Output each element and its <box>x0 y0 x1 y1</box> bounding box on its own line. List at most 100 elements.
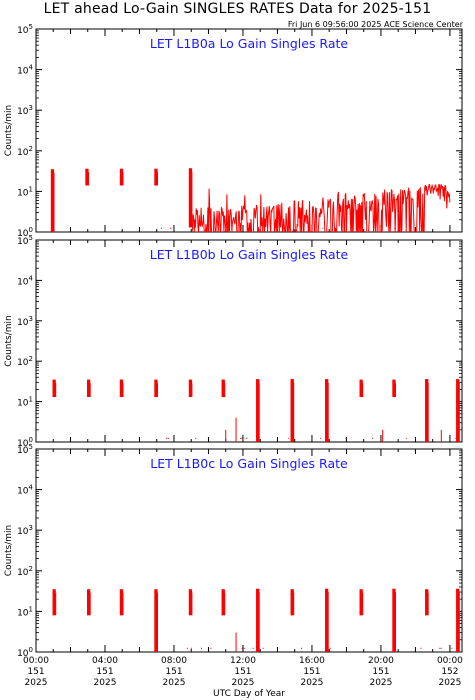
svg-text:152: 152 <box>441 667 458 677</box>
data-series <box>52 379 460 442</box>
baseline-dot <box>256 437 258 439</box>
panel-2: 100 101 102 103 104 105 Counts/min LET L1B0b Lo… <box>4 234 463 449</box>
pulse-mark <box>221 589 226 616</box>
baseline-dot <box>241 437 243 439</box>
baseline-dot <box>455 437 457 439</box>
baseline-dot <box>190 647 192 649</box>
y-tick-label: 104 <box>17 484 33 497</box>
pulse-mark <box>119 379 124 398</box>
baseline-dot <box>241 647 243 649</box>
baseline-dot <box>301 647 303 649</box>
data-series <box>50 168 451 232</box>
pulse-mark <box>290 379 295 442</box>
pulse-mark <box>392 379 396 398</box>
pulse-mark <box>256 588 260 652</box>
baseline-dot <box>372 437 374 439</box>
baseline-dot <box>320 437 322 439</box>
baseline-dot <box>228 227 230 229</box>
baseline-dot <box>439 647 441 649</box>
baseline-dot <box>287 227 288 229</box>
baseline-dot <box>440 647 442 649</box>
baseline-dot <box>451 647 453 649</box>
pulse-mark <box>87 379 91 398</box>
svg-text:2025: 2025 <box>369 678 392 688</box>
pulse-mark <box>87 589 91 616</box>
panel-title: LET L1B0a Lo Gain Singles Rate <box>150 36 349 51</box>
pulse-mark <box>154 168 158 186</box>
baseline-dot <box>345 437 347 439</box>
svg-text:00:00: 00:00 <box>23 656 49 666</box>
baseline-dot <box>210 647 212 649</box>
baseline-dot <box>243 647 245 649</box>
baseline-dot <box>309 227 311 229</box>
baseline-dot <box>186 647 188 649</box>
svg-text:151: 151 <box>372 667 389 677</box>
y-tick-label: 105 <box>17 234 33 247</box>
pulse-mark <box>392 588 396 652</box>
pulse-mark <box>188 168 193 228</box>
baseline-dot <box>374 227 376 229</box>
panel-1: 100 101 102 103 104 105 Counts/min LET L1B0a Lo… <box>4 23 463 239</box>
svg-text:16:00: 16:00 <box>299 656 325 666</box>
y-tick-label: 101 <box>17 396 33 409</box>
y-tick-label: 105 <box>17 443 33 456</box>
svg-text:2025: 2025 <box>94 678 117 688</box>
pulse-mark <box>154 589 158 652</box>
baseline-dot <box>311 227 313 229</box>
baseline-dot <box>292 437 294 439</box>
svg-text:151: 151 <box>27 667 44 677</box>
baseline-dot <box>420 227 422 229</box>
y-tick-label: 102 <box>17 565 33 578</box>
svg-text:2025: 2025 <box>232 678 255 688</box>
baseline-dot <box>170 227 172 229</box>
svg-text:151: 151 <box>234 667 251 677</box>
y-tick-label: 100 <box>17 436 33 449</box>
y-tick-label: 101 <box>17 185 33 198</box>
baseline-dot <box>322 227 324 229</box>
y-tick-label: 104 <box>17 274 33 287</box>
y-tick-label: 103 <box>17 104 33 117</box>
baseline-dot <box>195 437 197 439</box>
baseline-dot <box>394 227 396 229</box>
y-tick-label: 103 <box>17 315 33 328</box>
pulse-mark <box>256 379 260 442</box>
baseline-dot <box>166 437 167 439</box>
x-axis-label: UTC Day of Year <box>213 689 285 699</box>
y-tick-label: 101 <box>17 605 33 618</box>
pulse-mark <box>359 379 364 398</box>
pulse-mark <box>425 589 429 616</box>
pulse-mark <box>154 379 158 398</box>
svg-text:04:00: 04:00 <box>92 656 118 666</box>
y-tick-label: 102 <box>17 355 33 368</box>
pulse-mark <box>325 379 329 442</box>
panel-frame <box>35 239 463 443</box>
svg-text:2025: 2025 <box>25 678 48 688</box>
baseline-dot <box>288 437 290 439</box>
svg-text:2025: 2025 <box>300 678 323 688</box>
svg-text:20:00: 20:00 <box>368 656 394 666</box>
timestamp-label: Fri Jun 6 09:56:00 2025 ACE Science Cent… <box>287 20 463 29</box>
baseline-dot <box>201 647 202 649</box>
baseline-dot <box>329 647 331 649</box>
pulse-mark <box>290 589 295 616</box>
pulse-mark <box>52 589 57 616</box>
svg-text:2025: 2025 <box>438 678 461 688</box>
panel-frame <box>35 448 463 653</box>
baseline-dot <box>284 227 286 229</box>
pulse-mark <box>456 379 460 442</box>
baseline-dot <box>246 437 248 439</box>
baseline-dot <box>283 227 285 229</box>
data-series <box>52 588 460 652</box>
noise-trace <box>191 183 451 232</box>
svg-text:12:00: 12:00 <box>230 656 256 666</box>
svg-text:2025: 2025 <box>163 678 186 688</box>
pulse-mark <box>119 589 124 616</box>
panel-3: 100 101 102 103 104 105 Counts/min LET L1B0c Lo… <box>4 443 463 659</box>
pulse-mark <box>188 379 193 398</box>
svg-text:00:00: 00:00 <box>437 656 463 666</box>
